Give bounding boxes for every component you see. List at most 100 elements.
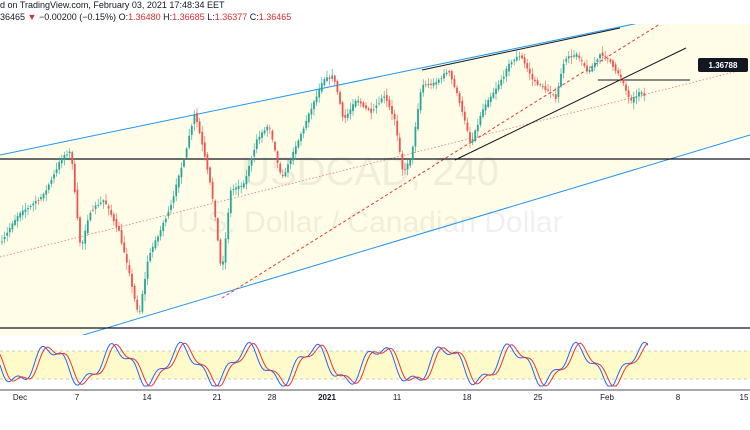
candle-body (149, 252, 152, 261)
candle-body (196, 113, 198, 122)
candle-body (326, 77, 328, 81)
candle-body (235, 187, 237, 190)
candle-body (638, 92, 640, 97)
candle-body (560, 73, 562, 87)
candle-body (34, 201, 37, 204)
candle-body (24, 209, 27, 212)
candle-body (573, 55, 575, 57)
candle-body (370, 108, 373, 113)
candle-body (313, 101, 315, 110)
wedge-lower-line[interactable] (454, 47, 687, 161)
candle-body (45, 190, 48, 195)
candle-body (445, 72, 448, 75)
candle-body (229, 190, 232, 214)
candle-body (157, 236, 159, 242)
candle-body (406, 163, 409, 170)
candle-body (528, 68, 531, 74)
stochastic-pane[interactable] (0, 341, 750, 387)
candle-body (16, 216, 19, 222)
date-tick: 15 (739, 393, 749, 402)
candle-body (427, 83, 430, 86)
watermark-symbol: USDCAD, 240 (241, 150, 499, 194)
candle-body (380, 98, 383, 103)
candle-body (8, 228, 11, 233)
channel-lower-line[interactable] (0, 134, 750, 360)
date-tick: 11 (392, 393, 402, 402)
candle-body (71, 152, 74, 164)
candle-body (448, 71, 451, 73)
candle-body (495, 88, 497, 94)
candle-body (164, 218, 167, 223)
candle-body (612, 60, 614, 67)
candle-body (424, 84, 427, 86)
last-price: 36465 (0, 12, 26, 22)
candle-body (437, 79, 440, 83)
wedge-upper-line[interactable] (421, 27, 621, 71)
candle-body (216, 218, 219, 241)
candle-body (549, 92, 552, 93)
candle-body (162, 223, 165, 231)
candle-body (68, 151, 71, 154)
candle-body (211, 181, 214, 199)
candle-body (450, 71, 453, 80)
candle-body (193, 114, 196, 124)
candle-body (146, 261, 149, 279)
candle-body (307, 113, 310, 123)
candle-body (362, 102, 365, 107)
channel-upper-line[interactable] (0, 0, 750, 156)
candle-body (487, 100, 490, 107)
candle-body (378, 103, 380, 105)
candle-body (471, 139, 474, 143)
candle-body (367, 108, 370, 110)
candle-body (417, 109, 419, 129)
candles (1, 46, 646, 315)
candle-body (401, 153, 404, 170)
candle-body (627, 90, 630, 98)
candle-body (536, 80, 539, 85)
candle-body (300, 133, 302, 142)
candle-body (521, 55, 523, 59)
candle-body (102, 200, 105, 203)
candle-body (466, 122, 469, 131)
candle-body (73, 163, 76, 193)
candle-body (185, 148, 188, 158)
candle-body (128, 265, 131, 274)
channel-median-line[interactable] (0, 67, 750, 258)
candle-body (479, 116, 482, 125)
candle-body (310, 108, 313, 115)
stoch-band (0, 351, 750, 379)
candle-body (60, 158, 63, 164)
candle-body (469, 132, 471, 142)
candle-body (159, 230, 162, 237)
candle-body (604, 55, 607, 57)
candle-body (53, 174, 55, 179)
date-tick: Feb (600, 393, 614, 402)
candle-body (606, 58, 609, 59)
candle-body (227, 212, 230, 240)
candle-body (435, 82, 438, 85)
candle-body (619, 74, 622, 78)
candle-body (79, 217, 81, 243)
candle-body (209, 167, 211, 183)
down-arrow-icon: ▼ (27, 12, 37, 22)
candle-body (3, 237, 6, 240)
low-label: L: (207, 12, 215, 22)
candle-body (352, 104, 354, 112)
candle-body (482, 109, 484, 117)
candle-body (258, 136, 261, 140)
candle-body (458, 93, 461, 103)
candle-body (372, 109, 375, 111)
candle-body (55, 169, 58, 173)
candle-body (206, 154, 209, 170)
candle-body (510, 62, 513, 65)
candle-body (84, 230, 87, 244)
candle-body (354, 100, 357, 107)
candle-body (430, 83, 432, 85)
candle-body (42, 193, 45, 199)
candle-body (266, 126, 269, 131)
candle-body (562, 64, 565, 74)
candle-body (89, 212, 92, 221)
candle-body (302, 128, 305, 134)
candle-body (476, 124, 479, 132)
